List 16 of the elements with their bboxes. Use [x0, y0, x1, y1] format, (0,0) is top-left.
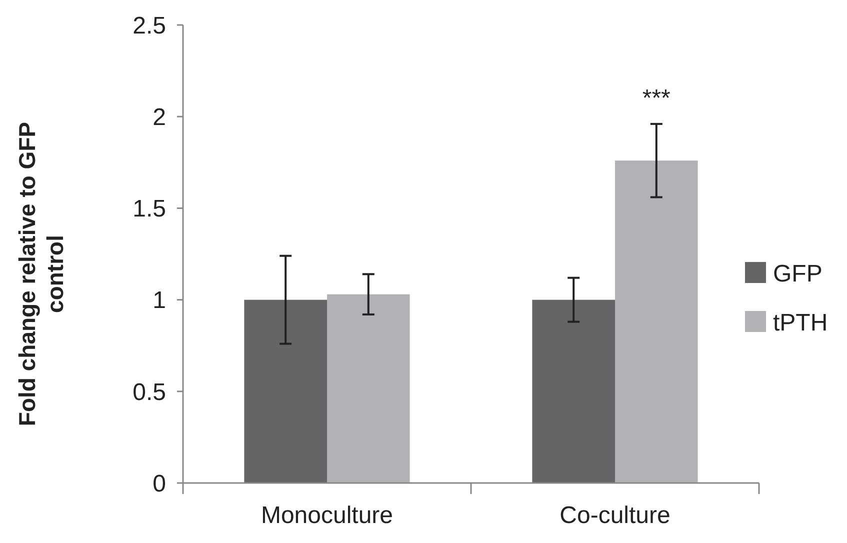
- y-tick-label: 0.5: [132, 378, 166, 406]
- bar: [244, 300, 327, 483]
- legend-label: GFP: [773, 260, 822, 288]
- x-tick-label: Monoculture: [260, 502, 394, 529]
- bar: [615, 160, 698, 483]
- bar: [532, 300, 615, 483]
- y-tick-label: 0: [152, 470, 166, 498]
- y-tick-label: 1: [152, 287, 166, 314]
- annotation: ***: [642, 84, 670, 112]
- y-tick-label: 2.5: [132, 12, 166, 40]
- y-tick-label: 1.5: [132, 196, 166, 223]
- y-tick-label: 2: [152, 104, 166, 131]
- legend-label: tPTH: [773, 309, 828, 336]
- y-axis-title: Fold change relative to GFP control: [14, 122, 68, 426]
- x-tick-label: Co-culture: [560, 502, 670, 529]
- bar: [327, 294, 410, 483]
